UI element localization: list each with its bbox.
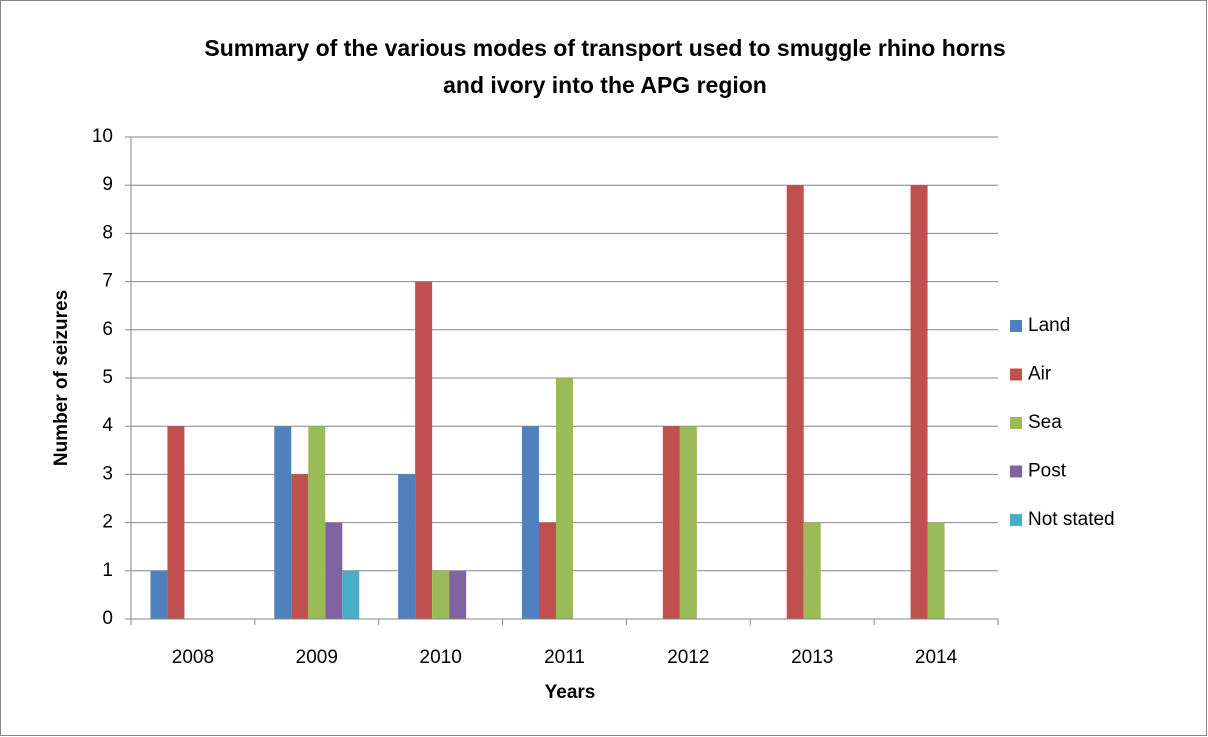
bar xyxy=(556,378,573,619)
y-tick-label: 8 xyxy=(102,222,113,243)
y-tick-label: 6 xyxy=(102,319,113,340)
x-axis-label: Years xyxy=(545,682,596,703)
y-tick-label: 2 xyxy=(102,512,113,533)
y-tick-label: 9 xyxy=(102,174,113,195)
legend-swatch xyxy=(1010,368,1022,381)
bar xyxy=(803,522,821,619)
bar xyxy=(910,185,928,619)
bar xyxy=(342,570,360,619)
chart-title: Summary of the various modes of transpor… xyxy=(204,35,1006,98)
legend-label: Sea xyxy=(1028,412,1062,433)
bar xyxy=(325,522,343,619)
y-tick-label: 5 xyxy=(102,367,113,388)
x-tick-label: 2009 xyxy=(296,647,338,668)
legend-swatch xyxy=(1010,514,1022,526)
legend-label: Air xyxy=(1028,364,1052,385)
bar xyxy=(662,426,680,619)
x-tick-label: 2014 xyxy=(915,647,958,668)
y-tick-label: 3 xyxy=(102,463,113,484)
bar xyxy=(167,426,185,619)
y-tick-label: 4 xyxy=(102,415,113,436)
legend-swatch xyxy=(1010,320,1022,332)
bar xyxy=(274,426,292,619)
bar xyxy=(415,281,433,619)
y-axis-label: Number of seizures xyxy=(51,290,72,466)
y-tick-label: 10 xyxy=(92,126,113,147)
bar xyxy=(539,522,556,619)
bar xyxy=(150,570,168,619)
x-tick-label: 2011 xyxy=(544,647,585,668)
bar xyxy=(398,474,416,619)
bar xyxy=(679,426,697,619)
bar xyxy=(522,426,539,619)
bar xyxy=(927,522,945,619)
x-tick-label: 2008 xyxy=(172,647,214,668)
y-tick-label: 1 xyxy=(102,560,113,581)
x-tick-label: 2010 xyxy=(420,647,462,668)
bar xyxy=(432,570,450,619)
legend-swatch xyxy=(1010,465,1022,478)
legend-label: Not stated xyxy=(1028,509,1115,530)
legend-label: Land xyxy=(1028,315,1070,336)
x-tick-label: 2012 xyxy=(667,647,709,668)
x-tick-label: 2013 xyxy=(791,647,833,668)
bar xyxy=(786,185,804,619)
y-tick-label: 0 xyxy=(102,608,113,629)
legend-label: Post xyxy=(1028,461,1067,482)
bar xyxy=(291,474,309,619)
y-tick-label: 7 xyxy=(102,271,113,292)
bar xyxy=(449,570,467,619)
legend-swatch xyxy=(1010,417,1022,429)
bar xyxy=(308,426,326,619)
